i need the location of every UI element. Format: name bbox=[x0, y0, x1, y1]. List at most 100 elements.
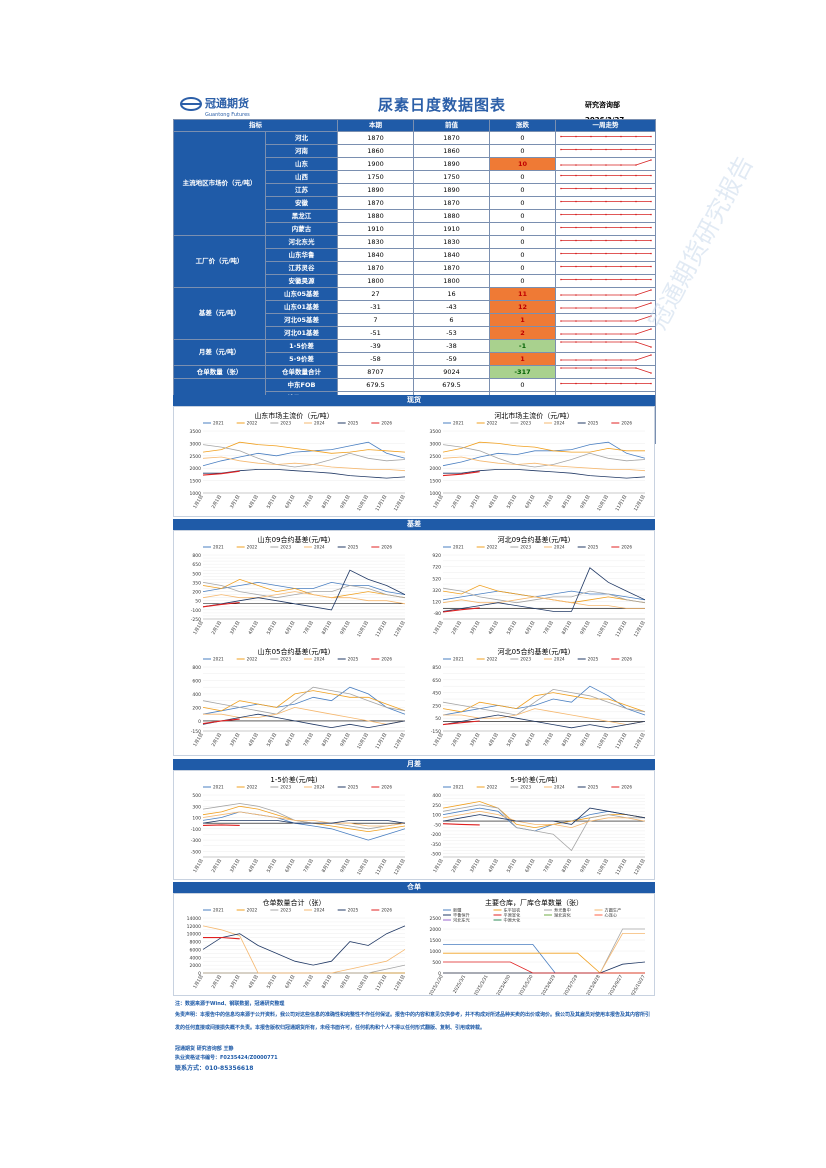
sparkline-point bbox=[589, 200, 592, 202]
sparkline-point bbox=[649, 382, 652, 384]
row-group-label: 主流地区市场价（元/吨） bbox=[173, 130, 266, 236]
change-value: 0 bbox=[489, 182, 556, 197]
legend-label: 2023 bbox=[280, 545, 291, 550]
sparkline-point bbox=[634, 226, 637, 228]
sparkline-point bbox=[559, 239, 562, 241]
legend-label: 华鲁恒升 bbox=[453, 912, 470, 919]
department-label: 研究咨询部 bbox=[585, 101, 620, 109]
legend-label: 平原宣化 bbox=[504, 912, 522, 919]
indicator-name: 河北 bbox=[265, 130, 338, 145]
y-tick-label: -250 bbox=[191, 617, 201, 623]
sparkline-point bbox=[619, 278, 622, 280]
sparkline-point bbox=[589, 340, 592, 343]
sparkline-point bbox=[589, 358, 592, 361]
series-line-2025 bbox=[202, 713, 406, 729]
y-tick-label: 350 bbox=[192, 580, 201, 586]
chart-title: 仓单数量合计（张） bbox=[263, 898, 326, 907]
weekly-trend-sparkline bbox=[555, 143, 656, 158]
legend-label: 2024 bbox=[554, 785, 565, 790]
sparkline-point bbox=[619, 340, 622, 343]
y-tick-label: 850 bbox=[432, 665, 441, 671]
indicator-name: 山东华鲁 bbox=[265, 247, 338, 262]
sparkline-point bbox=[634, 163, 637, 166]
previous-value: 1870 bbox=[413, 260, 490, 275]
shandong-09-basis-chart: 山东09合约基差(元/吨)80065050035020050-100-2501月… bbox=[177, 533, 411, 641]
previous-value: 679.5 bbox=[413, 377, 490, 392]
sparkline-point bbox=[574, 319, 577, 322]
spot-panel: 山东市场主流价（元/吨） 3500 3000 2500 2000 1500 1000 1月1日… bbox=[173, 406, 655, 517]
table-row: 江苏 1890 1890 0 bbox=[174, 182, 656, 197]
indicator-name: 山东 bbox=[265, 156, 338, 171]
current-value: 1860 bbox=[337, 143, 414, 158]
legend-label: 2022 bbox=[247, 657, 258, 662]
legend-label: 河北东光 bbox=[453, 917, 470, 924]
sparkline-point bbox=[589, 293, 592, 296]
y-tick-label: 0 bbox=[198, 971, 201, 977]
current-value: 1830 bbox=[337, 234, 414, 249]
sparkline-point bbox=[649, 288, 652, 291]
sparkline-point bbox=[559, 358, 562, 361]
change-value: 0 bbox=[489, 208, 556, 223]
series-line-平原宣化 bbox=[443, 961, 645, 974]
sparkline-point bbox=[634, 148, 637, 150]
legend-label: 2021 bbox=[453, 545, 464, 550]
sparkline-point bbox=[604, 135, 607, 137]
change-value: 0 bbox=[489, 143, 556, 158]
weekly-trend-sparkline bbox=[555, 364, 656, 379]
sparkline-point bbox=[649, 314, 652, 317]
sparkline-point bbox=[589, 239, 592, 241]
current-value: 27 bbox=[337, 286, 414, 301]
previous-value: 1800 bbox=[413, 273, 490, 288]
weekly-trend-sparkline bbox=[555, 247, 656, 262]
y-tick-label: 100 bbox=[432, 813, 441, 819]
sparkline-point bbox=[649, 265, 652, 267]
section-spot: 现货 bbox=[173, 395, 655, 406]
legend-label: 中原大化 bbox=[504, 917, 522, 924]
legend-label: 东平加农 bbox=[504, 907, 522, 914]
sparkline-point bbox=[649, 327, 652, 330]
change-value: -1 bbox=[489, 338, 556, 353]
y-tick-label: 50 bbox=[435, 716, 441, 722]
series-line-2025 bbox=[202, 569, 406, 611]
sparkline-point bbox=[649, 226, 652, 228]
sparkline-point bbox=[604, 332, 607, 335]
series-line-2023 bbox=[202, 444, 406, 468]
sparkline-point bbox=[634, 200, 637, 202]
sparkline-point bbox=[649, 345, 652, 348]
basis-panel: 山东09合约基差(元/吨) 800 650 500 350 200 50 -100 -250 1月… bbox=[173, 530, 655, 756]
sparkline-point bbox=[604, 226, 607, 228]
sparkline-point bbox=[574, 332, 577, 335]
change-value: 11 bbox=[489, 286, 556, 301]
y-tick-label: 400 bbox=[192, 692, 201, 698]
legend-label: 2022 bbox=[247, 421, 258, 426]
legend-label: 2023 bbox=[280, 421, 291, 426]
sparkline-point bbox=[619, 200, 622, 202]
weekly-trend-sparkline bbox=[555, 169, 656, 184]
sparkline-point bbox=[604, 358, 607, 361]
y-tick-label: 0 bbox=[438, 971, 441, 977]
previous-value: -53 bbox=[413, 325, 490, 340]
sparkline-point bbox=[619, 174, 622, 176]
sparkline-point bbox=[559, 213, 562, 215]
legend-label: 2025 bbox=[348, 545, 359, 550]
series-line-2026 bbox=[442, 823, 480, 826]
sparkline-point bbox=[574, 252, 577, 254]
y-tick-label: 0 bbox=[198, 719, 201, 725]
series-line-2022 bbox=[442, 801, 646, 829]
sparkline-point bbox=[559, 332, 562, 335]
y-tick-label: 250 bbox=[432, 703, 441, 709]
legend-label: 2025 bbox=[588, 545, 599, 550]
sparkline-point bbox=[604, 187, 607, 189]
legend-label: 心连心 bbox=[605, 912, 618, 919]
sparkline-point bbox=[649, 353, 652, 356]
chart-title: 河北05合约基差(元/吨) bbox=[498, 647, 571, 656]
sparkline-point bbox=[604, 278, 607, 280]
indicator-name: 山东05基差 bbox=[265, 286, 338, 301]
legend-label: 2026 bbox=[381, 657, 392, 662]
sparkline-point bbox=[559, 366, 562, 369]
contact-line: 联系方式：010-85356618 bbox=[175, 1065, 254, 1072]
legend-label: 2024 bbox=[314, 657, 325, 662]
sparkline-point bbox=[574, 358, 577, 361]
indicator-name: 河北01基差 bbox=[265, 325, 338, 340]
sparkline-point bbox=[649, 200, 652, 202]
